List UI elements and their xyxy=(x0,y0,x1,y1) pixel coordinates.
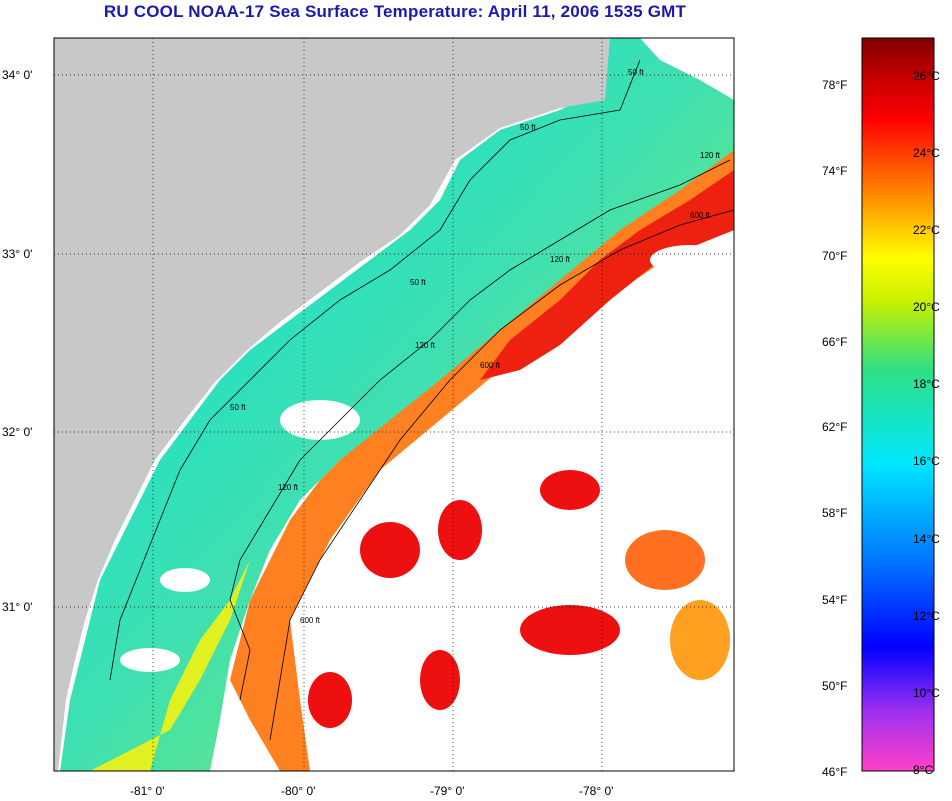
svg-text:120 ft: 120 ft xyxy=(278,483,299,492)
lat-label-32: 32° 0' xyxy=(2,425,32,439)
svg-text:18°C: 18°C xyxy=(913,377,940,391)
svg-text:120 ft: 120 ft xyxy=(550,255,571,264)
svg-text:20°C: 20°C xyxy=(913,300,940,314)
svg-text:16°C: 16°C xyxy=(913,454,940,468)
shelf-water xyxy=(60,38,734,771)
lat-label-34: 34° 0' xyxy=(2,68,32,82)
warm-eddies xyxy=(308,470,730,728)
svg-text:50 ft: 50 ft xyxy=(410,278,426,287)
svg-text:10°C: 10°C xyxy=(913,686,940,700)
svg-text:600 ft: 600 ft xyxy=(300,616,321,625)
colorbar-fahrenheit-labels: 78°F 74°F 70°F 66°F 62°F 58°F 54°F 50°F … xyxy=(822,78,847,779)
lat-label-31: 31° 0' xyxy=(2,600,32,614)
lat-label-33: 33° 0' xyxy=(2,247,32,261)
svg-text:26°C: 26°C xyxy=(913,69,940,83)
map-frame xyxy=(53,37,735,772)
svg-text:66°F: 66°F xyxy=(822,335,847,349)
svg-text:8°C: 8°C xyxy=(913,763,933,777)
svg-text:50 ft: 50 ft xyxy=(520,123,536,132)
cloud-patches xyxy=(120,245,730,672)
lon-label-81: -81° 0' xyxy=(130,784,164,798)
graticule xyxy=(54,38,734,771)
svg-text:62°F: 62°F xyxy=(822,420,847,434)
colorbar xyxy=(861,37,935,772)
svg-text:50 ft: 50 ft xyxy=(628,68,644,77)
svg-text:12°C: 12°C xyxy=(913,609,940,623)
svg-text:50°F: 50°F xyxy=(822,679,847,693)
svg-text:50 ft: 50 ft xyxy=(230,403,246,412)
gulf-stream-core xyxy=(480,170,734,380)
svg-text:70°F: 70°F xyxy=(822,249,847,263)
svg-text:78°F: 78°F xyxy=(822,78,847,92)
lon-label-78: -78° 0' xyxy=(579,784,613,798)
svg-text:24°C: 24°C xyxy=(913,146,940,160)
map-title: RU COOL NOAA-17 Sea Surface Temperature:… xyxy=(103,2,687,21)
longitude-labels: -81° 0' -80° 0' -79° 0' -78° 0' xyxy=(130,784,613,798)
bathymetry-contours xyxy=(109,59,734,741)
svg-text:120 ft: 120 ft xyxy=(700,151,721,160)
svg-text:22°C: 22°C xyxy=(913,223,940,237)
svg-text:14°C: 14°C xyxy=(913,532,940,546)
svg-text:120 ft: 120 ft xyxy=(415,341,436,350)
svg-text:46°F: 46°F xyxy=(822,765,847,779)
contour-labels: 50 ft 120 ft 600 ft 50 ft 120 ft 600 ft … xyxy=(230,68,721,625)
svg-text:58°F: 58°F xyxy=(822,506,847,520)
svg-text:54°F: 54°F xyxy=(822,593,847,607)
svg-text:74°F: 74°F xyxy=(822,164,847,178)
land-mass xyxy=(54,38,610,771)
colorbar-celsius-labels: 26°C 24°C 22°C 20°C 18°C 16°C 14°C 12°C … xyxy=(913,69,940,777)
lon-label-79: -79° 0' xyxy=(430,784,464,798)
latitude-labels: 34° 0' 33° 0' 32° 0' 31° 0' xyxy=(2,68,32,614)
nearshore-yellow-water xyxy=(90,560,250,771)
svg-text:600 ft: 600 ft xyxy=(480,361,501,370)
map-area xyxy=(54,38,734,771)
svg-text:600 ft: 600 ft xyxy=(690,211,711,220)
lon-label-80: -80° 0' xyxy=(281,784,315,798)
